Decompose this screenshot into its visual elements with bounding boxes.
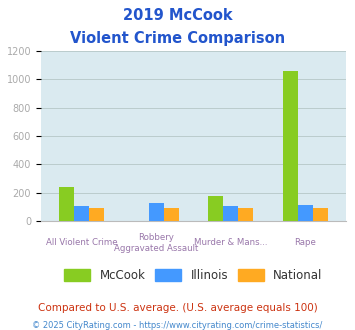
Legend: McCook, Illinois, National: McCook, Illinois, National [60,264,327,286]
Bar [164,208,179,221]
Bar [89,208,104,221]
Text: Aggravated Assault: Aggravated Assault [114,244,198,253]
Bar [208,196,223,221]
Text: Compared to U.S. average. (U.S. average equals 100): Compared to U.S. average. (U.S. average … [38,303,317,313]
Bar [223,206,238,221]
Text: Robbery: Robbery [138,233,174,242]
Bar [313,208,328,221]
Bar [149,203,164,221]
Text: All Violent Crime: All Violent Crime [46,238,118,247]
Bar [74,206,89,221]
Bar [298,205,313,221]
Text: © 2025 CityRating.com - https://www.cityrating.com/crime-statistics/: © 2025 CityRating.com - https://www.city… [32,321,323,330]
Text: Rape: Rape [294,238,316,247]
Bar [283,71,298,221]
Text: Murder & Mans...: Murder & Mans... [194,238,267,247]
Bar [238,208,253,221]
Text: 2019 McCook: 2019 McCook [123,8,232,23]
Bar [59,187,74,221]
Text: Violent Crime Comparison: Violent Crime Comparison [70,31,285,46]
